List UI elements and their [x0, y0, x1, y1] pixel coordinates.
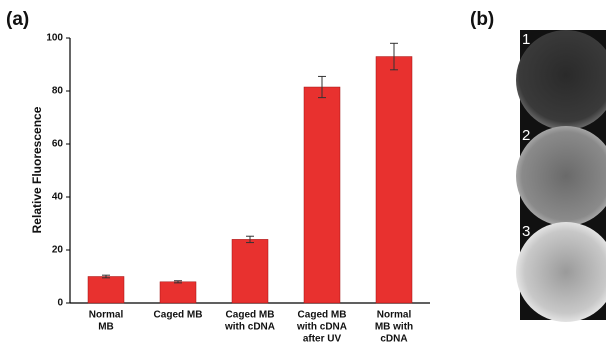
well-number: 1 — [522, 31, 530, 48]
y-tick-label: 80 — [52, 86, 64, 97]
bar — [232, 239, 268, 303]
x-tick-label: cDNA — [380, 334, 407, 344]
y-tick-label: 40 — [52, 192, 64, 203]
y-tick-label: 20 — [52, 245, 64, 256]
bar — [376, 57, 412, 303]
panel-label: (a) — [6, 9, 29, 30]
y-tick-label: 60 — [52, 139, 64, 150]
x-tick-label: after UV — [303, 334, 342, 344]
x-tick-label: Caged MB — [226, 310, 275, 321]
y-tick-label: 0 — [57, 298, 63, 309]
bar — [160, 282, 196, 303]
x-tick-label: with cDNA — [296, 322, 347, 333]
page: (a) (b) 1 2 3 Relative Fluorescence 0 20 4… — [0, 0, 606, 344]
x-tick-label: MB with — [375, 322, 413, 333]
x-tick-label: Caged MB — [298, 310, 347, 321]
y-axis-label: Relative Fluorescence — [30, 106, 44, 233]
x-tick-label: Normal — [89, 310, 124, 321]
x-tick-label: Normal — [377, 310, 412, 321]
panel-label: (b) — [470, 9, 494, 30]
x-tick-label: MB — [98, 322, 114, 333]
well-number: 2 — [522, 127, 530, 144]
x-tick-label: with cDNA — [224, 322, 275, 333]
bar — [88, 277, 124, 304]
well-number: 3 — [522, 223, 530, 240]
x-tick-label: Caged MB — [154, 310, 203, 321]
figure: (a) (b) 1 2 3 Relative Fluorescence 0 20 4… — [0, 0, 606, 344]
y-tick-label: 100 — [46, 33, 63, 44]
bar — [304, 87, 340, 303]
